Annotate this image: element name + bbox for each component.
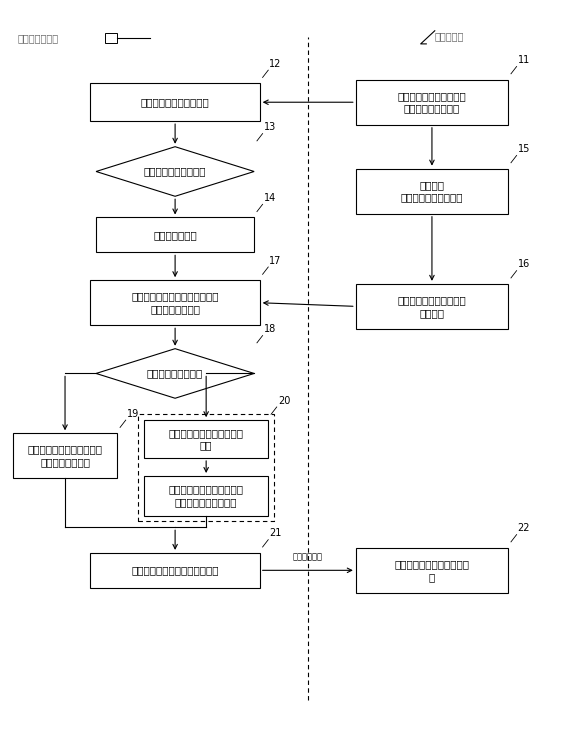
Text: 将进入指令密码发送给移动终端: 将进入指令密码发送给移动终端 bbox=[131, 565, 219, 575]
Text: 通过客户端请求门禁进入
指令密码: 通过客户端请求门禁进入 指令密码 bbox=[397, 295, 467, 318]
Text: 15: 15 bbox=[518, 144, 530, 154]
Bar bbox=[356, 283, 508, 329]
Bar bbox=[144, 420, 268, 458]
Text: 门禁服务器接收登陆请求: 门禁服务器接收登陆请求 bbox=[141, 97, 210, 107]
Bar bbox=[90, 553, 260, 588]
Text: 11: 11 bbox=[518, 55, 530, 65]
Bar bbox=[356, 169, 508, 214]
Text: 移动通信端: 移动通信端 bbox=[435, 31, 464, 42]
Text: 生成随机的一次性进入指令
密码: 生成随机的一次性进入指令 密码 bbox=[169, 428, 244, 450]
Text: 进入指令密码: 进入指令密码 bbox=[293, 553, 323, 562]
Text: 允许登陆服务器: 允许登陆服务器 bbox=[153, 230, 197, 240]
Bar bbox=[356, 548, 508, 593]
Bar bbox=[90, 83, 260, 121]
Text: 12: 12 bbox=[270, 59, 282, 68]
Text: 21: 21 bbox=[270, 528, 282, 538]
Text: 判断该用户的合法性？: 判断该用户的合法性？ bbox=[144, 167, 206, 176]
Bar bbox=[105, 33, 117, 43]
Text: 门禁服务器端端: 门禁服务器端端 bbox=[17, 33, 58, 43]
Text: 18: 18 bbox=[264, 324, 276, 334]
Text: 22: 22 bbox=[518, 523, 530, 533]
Bar bbox=[90, 280, 260, 325]
Bar bbox=[138, 414, 274, 522]
Text: 移动终端接收到进入指令密
码: 移动终端接收到进入指令密 码 bbox=[395, 559, 469, 582]
Text: 门禁服务器根据用户信息查找其
对应的门禁系统号: 门禁服务器根据用户信息查找其 对应的门禁系统号 bbox=[131, 292, 219, 314]
Text: 进入指令密码类型？: 进入指令密码类型？ bbox=[147, 368, 203, 379]
Text: 16: 16 bbox=[518, 259, 530, 269]
Text: 17: 17 bbox=[270, 255, 282, 266]
Bar bbox=[144, 476, 268, 516]
Text: 登陆成功
与门禁服务器建立连接: 登陆成功 与门禁服务器建立连接 bbox=[401, 180, 463, 202]
Bar bbox=[356, 80, 508, 125]
Text: 20: 20 bbox=[278, 396, 290, 405]
Text: 13: 13 bbox=[264, 122, 276, 132]
Text: 查询该门禁系统号所对应的
长期进入指令密码: 查询该门禁系统号所对应的 长期进入指令密码 bbox=[28, 444, 103, 467]
Text: 将指令密码保存到该门禁系
统号所对应的数据库中: 将指令密码保存到该门禁系 统号所对应的数据库中 bbox=[169, 484, 244, 507]
Text: 移动终端通过相应的账号
信息登陆门禁服务器: 移动终端通过相应的账号 信息登陆门禁服务器 bbox=[397, 91, 467, 114]
Bar bbox=[13, 433, 118, 478]
Bar bbox=[96, 217, 254, 252]
Polygon shape bbox=[96, 147, 254, 196]
Text: 14: 14 bbox=[264, 193, 276, 203]
Text: 19: 19 bbox=[127, 408, 139, 419]
Polygon shape bbox=[96, 349, 254, 398]
